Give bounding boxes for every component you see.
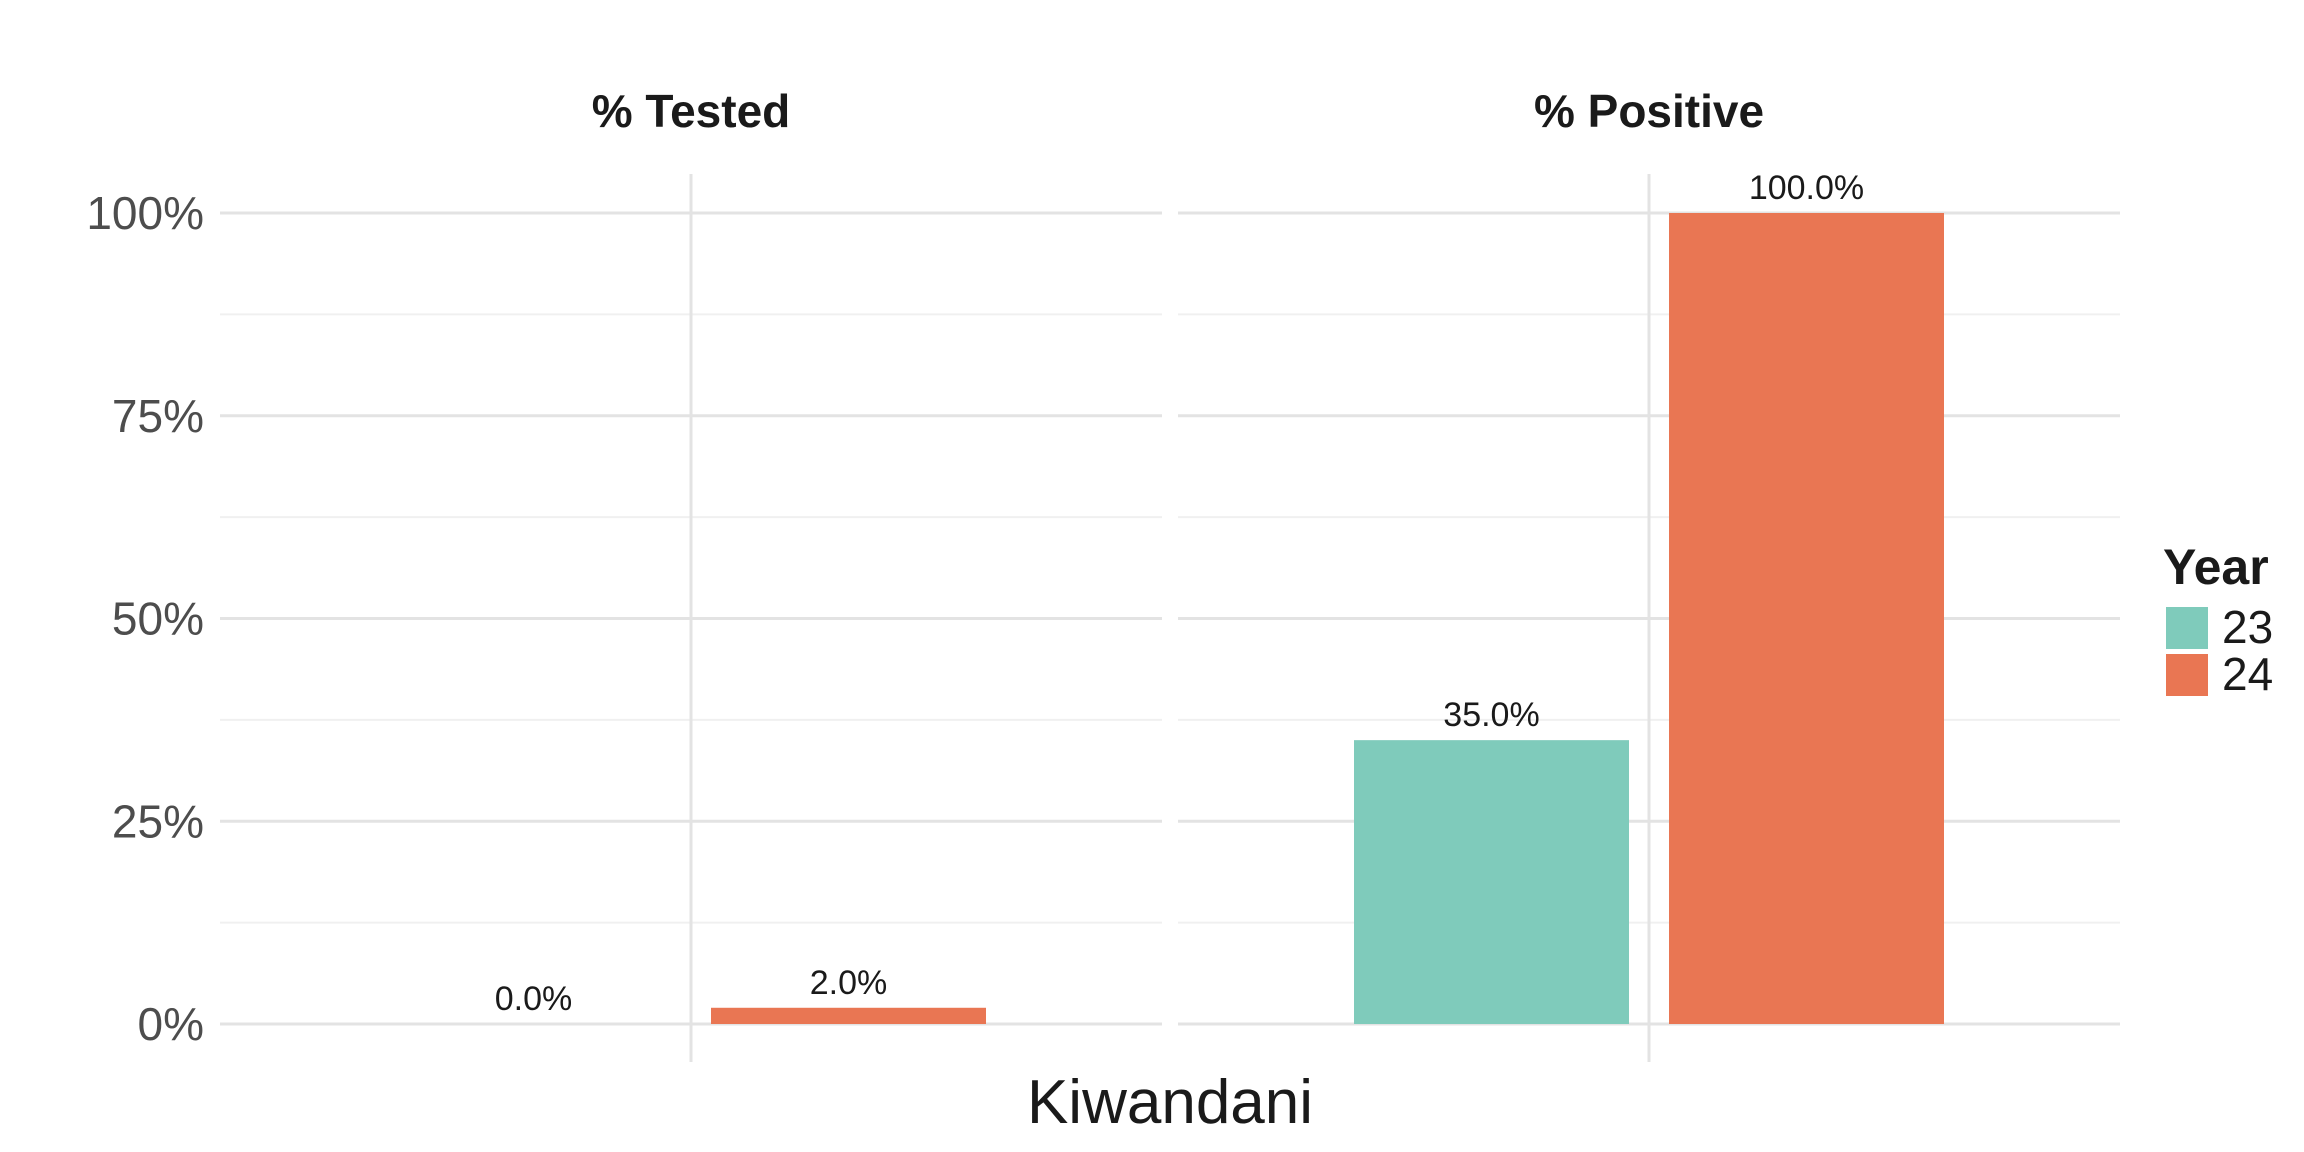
y-tick-label: 100% (86, 187, 204, 239)
data-label: 100.0% (1749, 169, 1864, 207)
bar-layer (711, 213, 1944, 1024)
grid-layer (220, 174, 2120, 1062)
y-tick-label: 25% (112, 795, 204, 847)
legend-key (2166, 654, 2208, 696)
text-layer: 0% 25% 50% 75% 100% % Tested 0.0% 2.0% % Positiv… (86, 85, 2273, 1137)
bar (711, 1007, 986, 1024)
bar (1354, 740, 1629, 1024)
x-axis-category-label: Kiwandani (1027, 1068, 1313, 1137)
bar (1669, 213, 1944, 1024)
y-tick-label: 75% (112, 390, 204, 442)
facet-title: % Tested (592, 85, 791, 137)
data-label: 2.0% (810, 964, 888, 1002)
facet-title: % Positive (1534, 85, 1764, 137)
data-label: 35.0% (1443, 696, 1539, 734)
legend-key (2166, 607, 2208, 649)
legend-label: 24 (2222, 648, 2273, 700)
legend-label: 23 (2222, 601, 2273, 653)
y-tick-label: 0% (138, 998, 204, 1050)
data-label: 0.0% (495, 980, 573, 1018)
legend-title: Year (2163, 539, 2269, 595)
y-tick-label: 50% (112, 593, 204, 645)
